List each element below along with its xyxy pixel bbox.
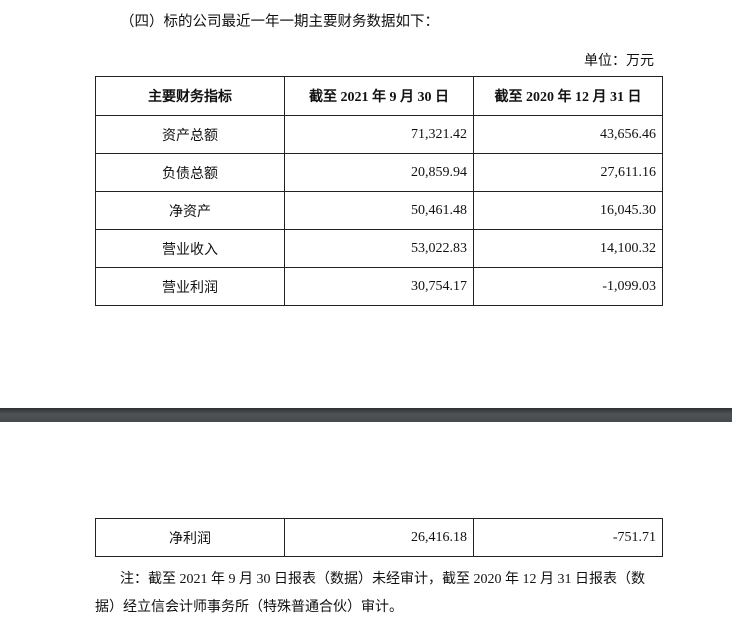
row-label: 净利润 <box>95 518 285 557</box>
value-2020: 43,656.46 <box>473 115 663 154</box>
row-label: 营业利润 <box>95 267 285 306</box>
row-label: 负债总额 <box>95 153 285 192</box>
row-label: 净资产 <box>95 191 285 230</box>
financial-data-table: 主要财务指标 截至 2021 年 9 月 30 日 截至 2020 年 12 月… <box>95 76 663 306</box>
row-label: 营业收入 <box>95 229 285 268</box>
value-2021: 53,022.83 <box>284 229 474 268</box>
value-2020: -1,099.03 <box>473 267 663 306</box>
value-2021: 50,461.48 <box>284 191 474 230</box>
financial-data-table-continued: 净利润 26,416.18 -751.71 <box>95 518 663 557</box>
value-2020: -751.71 <box>473 518 663 557</box>
unit-label: 单位：万元 <box>584 54 654 69</box>
table-row: 营业利润 30,754.17 -1,099.03 <box>95 267 663 306</box>
note-line-2: 据）经立信会计师事务所（特殊普通合伙）审计。 <box>95 600 403 615</box>
table-row: 营业收入 53,022.83 14,100.32 <box>95 229 663 268</box>
table-row: 资产总额 71,321.42 43,656.46 <box>95 115 663 154</box>
row-label: 资产总额 <box>95 115 285 154</box>
value-2021: 71,321.42 <box>284 115 474 154</box>
value-2020: 14,100.32 <box>473 229 663 268</box>
table-header-row: 主要财务指标 截至 2021 年 9 月 30 日 截至 2020 年 12 月… <box>95 76 663 116</box>
table-row: 净利润 26,416.18 -751.71 <box>95 518 663 557</box>
value-2021: 20,859.94 <box>284 153 474 192</box>
note-line-1: 注：截至 2021 年 9 月 30 日报表（数据）未经审计，截至 2020 年… <box>120 572 645 587</box>
section-heading: （四）标的公司最近一年一期主要财务数据如下： <box>120 14 439 30</box>
table-row: 负债总额 20,859.94 27,611.16 <box>95 153 663 192</box>
value-2020: 16,045.30 <box>473 191 663 230</box>
value-2020: 27,611.16 <box>473 153 663 192</box>
page-break-separator <box>0 408 732 422</box>
header-2021-09-30: 截至 2021 年 9 月 30 日 <box>284 76 474 116</box>
value-2021: 30,754.17 <box>284 267 474 306</box>
header-2020-12-31: 截至 2020 年 12 月 31 日 <box>473 76 663 116</box>
header-indicator: 主要财务指标 <box>95 76 285 116</box>
value-2021: 26,416.18 <box>284 518 474 557</box>
table-row: 净资产 50,461.48 16,045.30 <box>95 191 663 230</box>
